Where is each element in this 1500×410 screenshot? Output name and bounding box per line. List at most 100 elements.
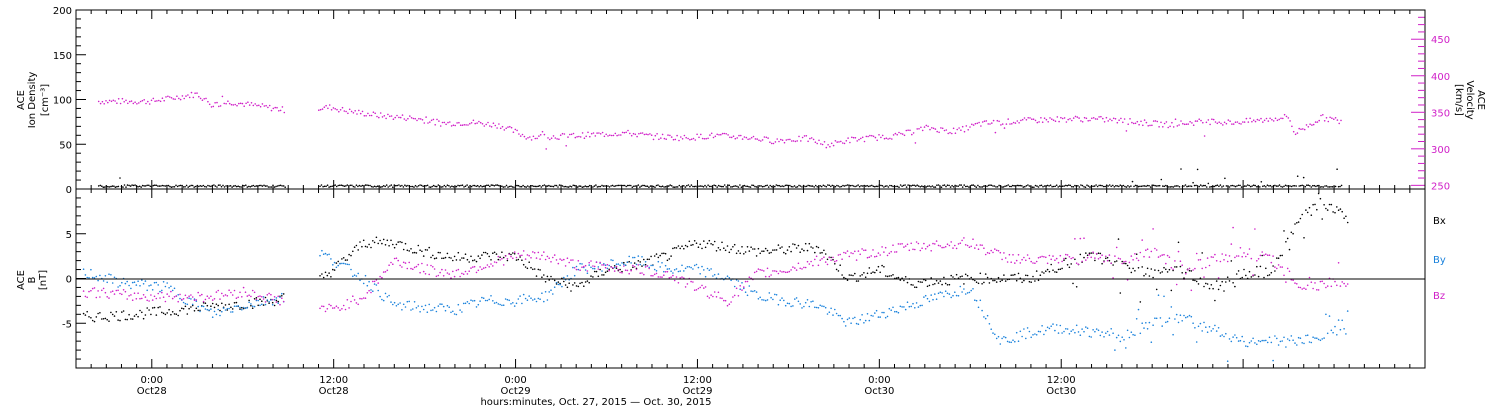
density-point (384, 185, 387, 188)
velocity-point (1245, 117, 1248, 120)
b-by-point (321, 249, 323, 252)
density-point (1249, 185, 1252, 188)
b-bx-point (1243, 268, 1245, 271)
velocity-point (328, 104, 331, 106)
b-bx-point (262, 304, 265, 306)
b-bx-point (133, 315, 136, 317)
b-bx-point (537, 268, 540, 271)
b-bx-point (1050, 263, 1052, 266)
b-by-point (357, 272, 360, 275)
legend-by: By (1433, 255, 1446, 266)
b-by-point (324, 252, 327, 255)
b-by-point (173, 287, 176, 290)
b-by-point (1132, 333, 1134, 336)
b-bz-point (814, 258, 816, 261)
b-bz-point (1174, 260, 1176, 262)
b-by-point (530, 297, 532, 300)
b-by-point (890, 309, 892, 312)
b-bx-point (1112, 264, 1114, 266)
b-by-point (466, 301, 469, 303)
velocity-point (949, 131, 951, 134)
b-bz-point (170, 290, 172, 293)
density-point (657, 184, 659, 186)
b-bz-point (221, 292, 223, 295)
density-point (1228, 186, 1231, 188)
b-bx-point (1025, 274, 1027, 277)
density-point (752, 184, 755, 187)
velocity-point (967, 129, 969, 131)
velocity-point (356, 113, 358, 115)
b-by-point (759, 296, 761, 299)
velocity-point (1274, 117, 1277, 120)
velocity-point (845, 140, 848, 142)
b-by-point (91, 276, 94, 279)
velocity-point (150, 99, 153, 102)
velocity-point (347, 112, 349, 115)
b-bz-point (643, 273, 645, 276)
b-bx-point (437, 251, 440, 254)
b-bz-point (1010, 261, 1012, 264)
b-bz-point (408, 261, 411, 264)
b-by-point (739, 288, 741, 291)
b-bz-point (835, 259, 838, 262)
b-bx-point (337, 260, 340, 263)
b-bx-point (1219, 284, 1222, 287)
velocity-point (1316, 121, 1319, 123)
b-by-point (1268, 336, 1271, 339)
b-by-point (850, 322, 852, 325)
density-point (968, 186, 970, 188)
density-point (880, 184, 882, 187)
b-bx-point (843, 276, 845, 279)
b-by-point (355, 275, 358, 277)
b-bz-point (1128, 261, 1131, 264)
density-point (417, 185, 420, 187)
b-bz-point (128, 295, 130, 297)
velocity-point (554, 137, 557, 139)
density-point (395, 184, 397, 187)
density-point (990, 184, 993, 187)
b-bx-point (433, 257, 436, 260)
b-bz-point (1228, 255, 1231, 257)
b-bx-point (584, 281, 587, 283)
b-bx-point (1277, 257, 1280, 260)
velocity-point (161, 97, 164, 99)
b-bx-point (326, 274, 329, 277)
b-by-point (268, 300, 270, 303)
density-point (479, 184, 482, 187)
velocity-point (97, 100, 100, 103)
density-point (201, 185, 203, 188)
density-point (1271, 186, 1273, 188)
b-bz-point (1221, 253, 1223, 255)
b-bz-point (1068, 255, 1071, 258)
velocity-point (1214, 121, 1217, 123)
density-point (552, 185, 555, 188)
velocity-point (450, 125, 453, 127)
b-bz-point (1195, 252, 1198, 255)
density-point (269, 186, 271, 188)
velocity-point (119, 102, 122, 105)
b-by-point (1086, 327, 1089, 330)
b-by-point (1025, 337, 1027, 340)
velocity-point (787, 138, 789, 141)
b-by-point (242, 306, 245, 309)
density-point (951, 184, 953, 187)
density-point (490, 184, 493, 186)
density-point (194, 185, 197, 188)
velocity-point (803, 135, 806, 137)
velocity-point (127, 102, 129, 105)
density-point (1213, 185, 1216, 188)
b-by-point (1035, 334, 1038, 336)
b-by-point (352, 275, 354, 278)
velocity-point (909, 129, 911, 132)
b-by-point (613, 266, 616, 269)
b-bx-point (997, 276, 1000, 279)
b-by-point (1225, 332, 1227, 335)
b-bz-point (237, 296, 239, 299)
density-point (1124, 185, 1126, 188)
b-by-point (954, 291, 956, 294)
b-bx-point (357, 249, 360, 251)
b-by-point (935, 298, 938, 301)
b-bz-point (612, 267, 614, 269)
b-bz-point (515, 256, 518, 259)
velocity-point (987, 123, 989, 125)
